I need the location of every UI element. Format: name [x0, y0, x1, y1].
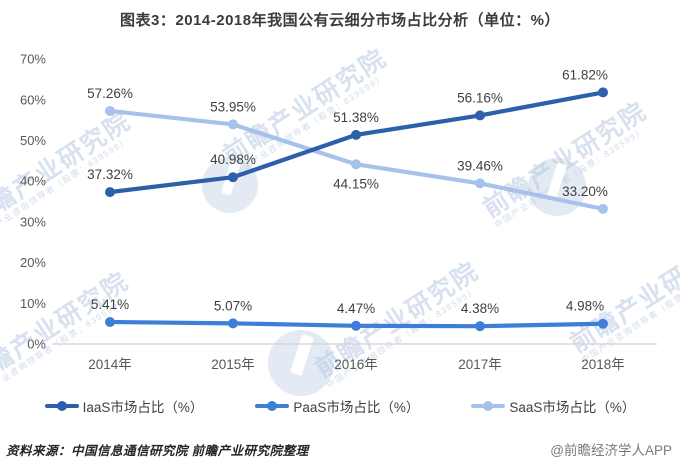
data-label-iaas: 40.98%: [210, 152, 256, 167]
data-point-saas: [351, 159, 361, 170]
x-axis-label: 2017年: [458, 357, 502, 372]
y-axis-tick: 10%: [20, 296, 46, 311]
y-axis-tick: 60%: [20, 92, 46, 107]
legend-dot-marker-paas: [267, 401, 278, 411]
data-point-paas: [598, 318, 608, 329]
legend-item-paas: PaaS市场占比（%）: [255, 396, 419, 416]
data-label-saas: 53.95%: [210, 99, 256, 114]
y-axis-tick: 30%: [20, 214, 46, 229]
data-label-paas: 5.07%: [214, 298, 252, 313]
data-point-iaas: [228, 172, 238, 183]
data-label-iaas: 37.32%: [87, 167, 133, 182]
legend-dot-marker-iaas: [56, 401, 67, 411]
data-point-paas: [228, 318, 238, 329]
data-label-iaas: 56.16%: [457, 90, 503, 105]
legend-item-iaas: IaaS市场占比（%）: [44, 396, 204, 416]
data-label-paas: 5.41%: [91, 297, 129, 312]
data-point-iaas: [105, 187, 115, 198]
data-source-note: 资料来源：中国信息通信研究院 前瞻产业研究院整理: [6, 444, 309, 458]
legend-line-marker-saas: [471, 401, 506, 411]
y-axis-tick: 20%: [20, 255, 46, 270]
y-axis-tick: 70%: [20, 52, 46, 67]
data-point-saas: [228, 119, 238, 130]
y-axis-tick: 50%: [20, 133, 46, 148]
data-point-saas: [105, 105, 115, 116]
data-label-saas: 44.15%: [333, 176, 379, 191]
legend-item-saas: SaaS市场占比（%）: [471, 396, 635, 416]
data-label-paas: 4.47%: [337, 301, 375, 316]
data-label-saas: 33.20%: [562, 184, 608, 199]
y-axis-tick: 40%: [20, 174, 46, 189]
data-label-saas: 57.26%: [87, 86, 133, 101]
x-axis-label: 2016年: [334, 357, 378, 372]
data-point-iaas: [598, 87, 608, 98]
y-axis-tick: 0%: [27, 337, 46, 352]
data-point-saas: [598, 203, 608, 214]
data-label-paas: 4.98%: [566, 299, 604, 314]
x-axis-label: 2018年: [581, 357, 625, 372]
legend-label-iaas: IaaS市场占比（%）: [82, 400, 204, 415]
legend-label-paas: PaaS市场占比（%）: [293, 400, 420, 415]
data-point-saas: [475, 178, 485, 189]
data-point-iaas: [351, 129, 361, 140]
legend-line-marker-iaas: [44, 401, 79, 411]
x-axis-label: 2014年: [88, 357, 132, 372]
x-axis-label: 2015年: [211, 357, 255, 372]
chart-legend: IaaS市场占比（%） PaaS市场占比（%） SaaS市场占比（%）: [0, 396, 680, 416]
credit-note: @前瞻经济学人APP: [550, 443, 672, 458]
chart-title: 图表3：2014-2018年我国公有云细分市场占比分析（单位：%）: [120, 12, 560, 29]
data-label-iaas: 61.82%: [562, 67, 608, 82]
legend-label-saas: SaaS市场占比（%）: [509, 400, 636, 415]
legend-line-marker-paas: [255, 401, 290, 411]
data-label-saas: 39.46%: [457, 158, 503, 173]
data-point-paas: [351, 320, 361, 331]
legend-dot-marker-saas: [483, 401, 494, 411]
data-label-iaas: 51.38%: [333, 110, 379, 125]
data-point-paas: [475, 321, 485, 332]
data-point-paas: [105, 316, 115, 327]
data-label-paas: 4.38%: [461, 301, 499, 316]
data-point-iaas: [475, 110, 485, 121]
